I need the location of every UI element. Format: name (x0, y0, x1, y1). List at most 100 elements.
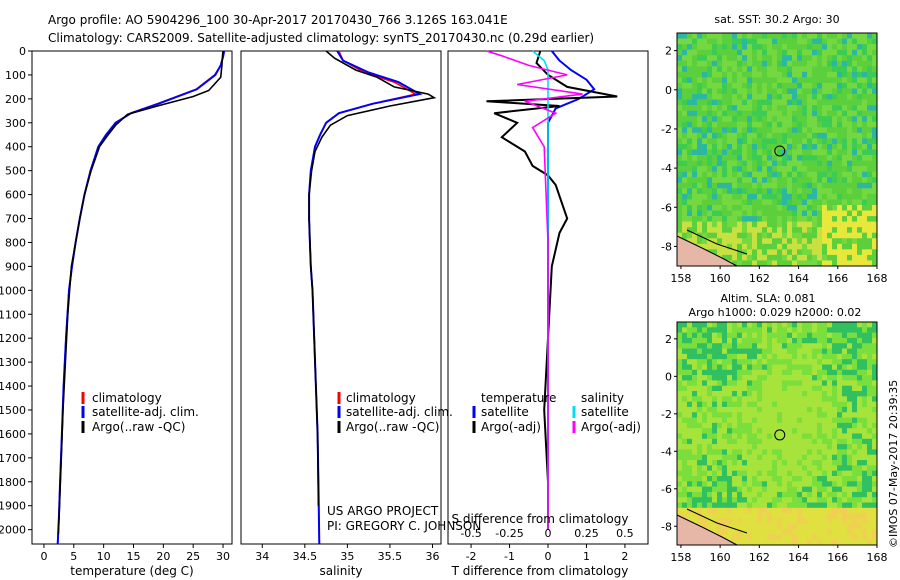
map-cell (677, 401, 683, 408)
map-cell (862, 116, 868, 123)
map-cell (852, 221, 858, 228)
map-cell (687, 502, 693, 509)
map-cell (727, 105, 733, 111)
sla-map-title1: Altim. SLA: 0.081 (720, 292, 815, 305)
map-cell (837, 249, 843, 256)
map-cell (867, 534, 873, 540)
map-cell (702, 343, 708, 349)
map-cell (837, 177, 843, 184)
map-cell (787, 127, 793, 134)
map-cell (757, 188, 763, 195)
map-cell (752, 155, 758, 161)
map-cell (837, 412, 843, 418)
map-cell (847, 243, 853, 250)
map-cell (862, 138, 868, 145)
map-cell (802, 254, 808, 261)
map-cell (722, 94, 728, 100)
lon-tick-label: 162 (749, 272, 770, 285)
map-cell (787, 55, 793, 62)
map-cell (822, 204, 828, 211)
map-cell (827, 94, 833, 100)
map-cell (832, 44, 838, 50)
map-cell (717, 364, 723, 371)
map-cell (787, 375, 793, 381)
map-cell (807, 396, 813, 402)
map-cell (752, 77, 758, 84)
map-cell (842, 44, 848, 50)
map-cell (777, 227, 783, 234)
map-cell (717, 155, 723, 161)
map-cell (767, 116, 773, 123)
map-cell (767, 534, 773, 540)
map-cell (857, 465, 863, 471)
map-cell (682, 353, 688, 360)
map-cell (802, 149, 808, 156)
map-cell (712, 513, 718, 519)
map-cell (852, 491, 858, 498)
map-cell (682, 369, 688, 376)
map-cell (762, 465, 768, 471)
map-cell (732, 155, 738, 161)
map-cell (842, 359, 848, 365)
map-cell (712, 94, 718, 100)
map-cell (872, 327, 878, 333)
map-cell (682, 55, 688, 62)
map-cell (717, 481, 723, 487)
map-cell (737, 38, 743, 45)
map-cell (832, 486, 838, 493)
map-cell (872, 438, 878, 445)
map-cell (852, 149, 858, 156)
map-cell (792, 82, 798, 89)
map-cell (817, 475, 823, 482)
map-cell (757, 465, 763, 471)
map-cell (722, 422, 728, 429)
map-cell (707, 523, 713, 530)
map-cell (702, 396, 708, 402)
map-cell (777, 465, 783, 471)
map-cell (682, 49, 688, 56)
map-cell (692, 359, 698, 365)
map-cell (742, 210, 748, 217)
map-cell (832, 359, 838, 365)
map-cell (837, 49, 843, 56)
map-cell (792, 422, 798, 429)
map-cell (787, 243, 793, 250)
map-cell (732, 60, 738, 67)
map-cell (777, 380, 783, 387)
map-cell (812, 182, 818, 189)
map-cell (712, 332, 718, 339)
map-cell (707, 182, 713, 189)
map-cell (817, 412, 823, 418)
map-cell (787, 160, 793, 167)
map-cell (722, 193, 728, 200)
map-cell (707, 364, 713, 371)
map-cell (692, 486, 698, 493)
map-cell (732, 221, 738, 228)
map-cell (817, 143, 823, 150)
map-cell (732, 529, 738, 535)
map-cell (722, 166, 728, 172)
map-cell (717, 127, 723, 134)
map-cell (832, 132, 838, 139)
map-cell (732, 132, 738, 139)
map-cell (862, 132, 868, 139)
map-cell (792, 38, 798, 45)
map-cell (822, 491, 828, 498)
map-cell (712, 143, 718, 150)
map-cell (792, 210, 798, 217)
map-cell (852, 385, 858, 392)
map-cell (872, 182, 878, 189)
map-cell (712, 166, 718, 172)
map-cell (712, 121, 718, 128)
map-cell (837, 428, 843, 434)
map-cell (822, 188, 828, 195)
map-cell (737, 171, 743, 178)
map-cell (807, 182, 813, 189)
map-cell (857, 444, 863, 450)
map-cell (772, 227, 778, 234)
map-cell (857, 417, 863, 424)
map-cell (782, 343, 788, 349)
map-cell (872, 132, 878, 139)
map-cell (752, 193, 758, 200)
